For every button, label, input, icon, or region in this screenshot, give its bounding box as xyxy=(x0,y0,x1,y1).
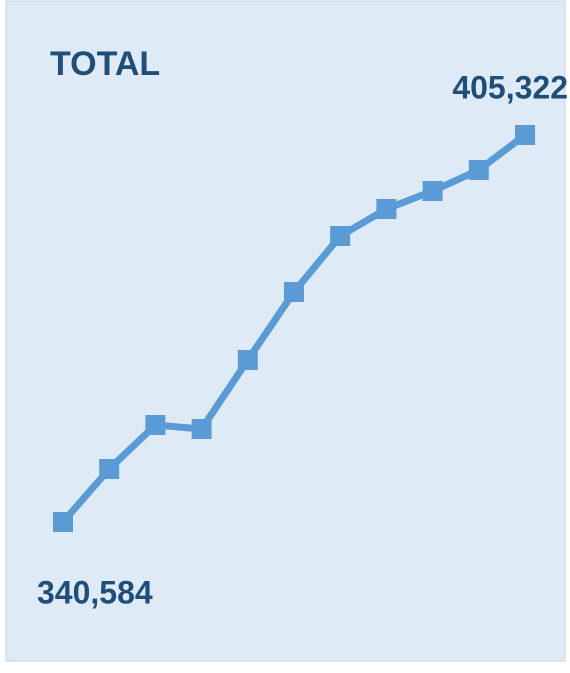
marker xyxy=(284,282,304,303)
marker xyxy=(191,419,212,440)
marker xyxy=(468,160,489,181)
chart-title: TOTAL xyxy=(50,45,160,83)
data-label: 340,584 xyxy=(37,574,153,610)
marker xyxy=(515,125,535,145)
data-label: 405,322 xyxy=(452,69,568,105)
panel xyxy=(5,0,566,662)
marker xyxy=(330,226,351,247)
marker xyxy=(99,458,120,479)
marker xyxy=(422,181,443,202)
marker xyxy=(53,512,73,532)
marker xyxy=(145,415,166,436)
marker xyxy=(376,199,397,220)
marker xyxy=(237,350,258,371)
